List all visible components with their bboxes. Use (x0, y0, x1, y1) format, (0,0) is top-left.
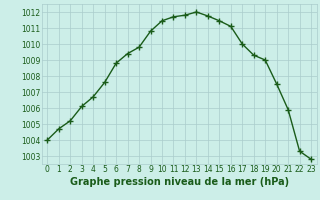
X-axis label: Graphe pression niveau de la mer (hPa): Graphe pression niveau de la mer (hPa) (70, 177, 289, 187)
